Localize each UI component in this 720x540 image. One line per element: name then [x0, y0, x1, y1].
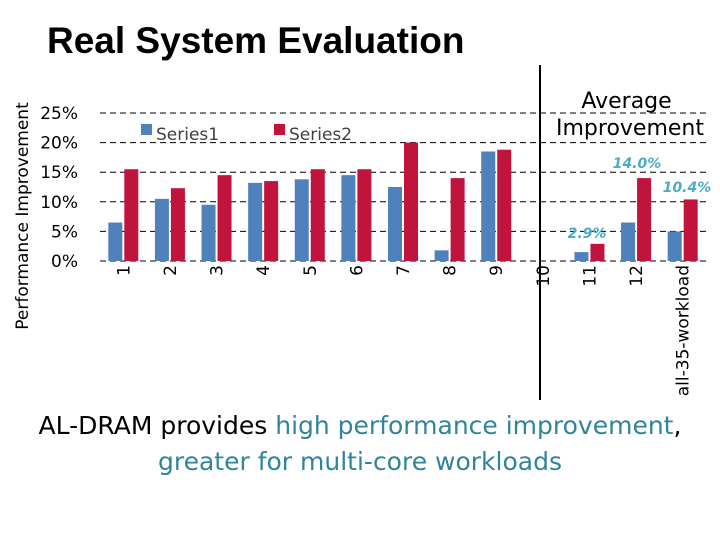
annotation-10-4: 10.4% [663, 180, 712, 196]
bar-series1-5 [294, 179, 309, 261]
bar-series1-9 [481, 151, 496, 261]
bar-series1-11 [574, 252, 589, 261]
bar-series2-3 [217, 175, 232, 261]
y-tick-label: 0% [51, 252, 78, 272]
legend-label-series1: Series1 [156, 125, 219, 145]
x-tick-label: 5 [301, 265, 321, 276]
bar-series2-all-35-workload [683, 199, 698, 261]
legend-label-series2: Series2 [289, 125, 352, 145]
bar-series1-8 [434, 250, 449, 261]
bar-series2-11 [590, 243, 605, 261]
y-tick-label: 25% [40, 104, 78, 124]
bar-series1-3 [201, 204, 216, 261]
x-tick-label: all-35-workload [674, 265, 694, 396]
legend-swatch-series2 [274, 124, 285, 135]
bar-series2-6 [357, 169, 372, 261]
caption-highlight-1: high performance improvement [275, 411, 674, 440]
slide-title: Real System Evaluation [47, 20, 465, 61]
x-tick-label: 7 [394, 265, 414, 276]
bar-series1-4 [248, 182, 263, 261]
average-improvement-label: Average Improvement [556, 89, 704, 141]
y-tick-label: 20% [40, 134, 78, 154]
bar-series2-7 [404, 142, 418, 261]
bar-series1-12 [621, 222, 636, 261]
annotation-2-9: 2.9% [568, 226, 607, 242]
caption-text-1: AL-DRAM provides [38, 411, 276, 440]
bar-series1-1 [108, 222, 123, 261]
x-tick-label: 3 [208, 265, 228, 276]
y-tick-label: 10% [40, 193, 78, 213]
y-axis-label: Performance Improvement [13, 102, 33, 330]
x-tick-label: 12 [627, 265, 647, 287]
x-tick-label: 1 [114, 265, 134, 276]
x-tick-label: 4 [254, 265, 274, 276]
x-tick-label: 2 [161, 265, 181, 276]
bar-series1-all-35-workload [667, 231, 682, 261]
bar-series2-1 [124, 169, 139, 261]
x-tick-label: 6 [347, 265, 367, 276]
legend-swatch-series1 [141, 124, 152, 135]
average-improvement-line1: Average [581, 89, 671, 114]
x-tick-label: 9 [487, 265, 507, 276]
bar-series1-2 [154, 198, 169, 261]
y-tick-label: 15% [40, 163, 78, 183]
x-tick-label: 10 [534, 265, 554, 287]
bar-series1-7 [388, 187, 402, 261]
x-tick-label: 11 [580, 265, 600, 287]
y-tick-label: 5% [51, 222, 78, 242]
average-improvement-line2: Improvement [556, 116, 704, 141]
annotation-14-0: 14.0% [613, 156, 662, 172]
bar-series2-12 [637, 178, 652, 261]
caption-text-2: , [673, 411, 682, 440]
caption: AL-DRAM provides high performance improv… [0, 408, 720, 480]
bar-series2-8 [450, 178, 465, 261]
x-tick-label: 8 [441, 265, 461, 276]
bar-series2-4 [264, 181, 279, 261]
caption-highlight-2: greater for multi-core workloads [158, 447, 562, 476]
bar-series2-9 [497, 149, 512, 261]
bar-series1-6 [341, 175, 356, 261]
bar-series2-5 [310, 169, 325, 261]
bar-series2-2 [170, 188, 185, 261]
